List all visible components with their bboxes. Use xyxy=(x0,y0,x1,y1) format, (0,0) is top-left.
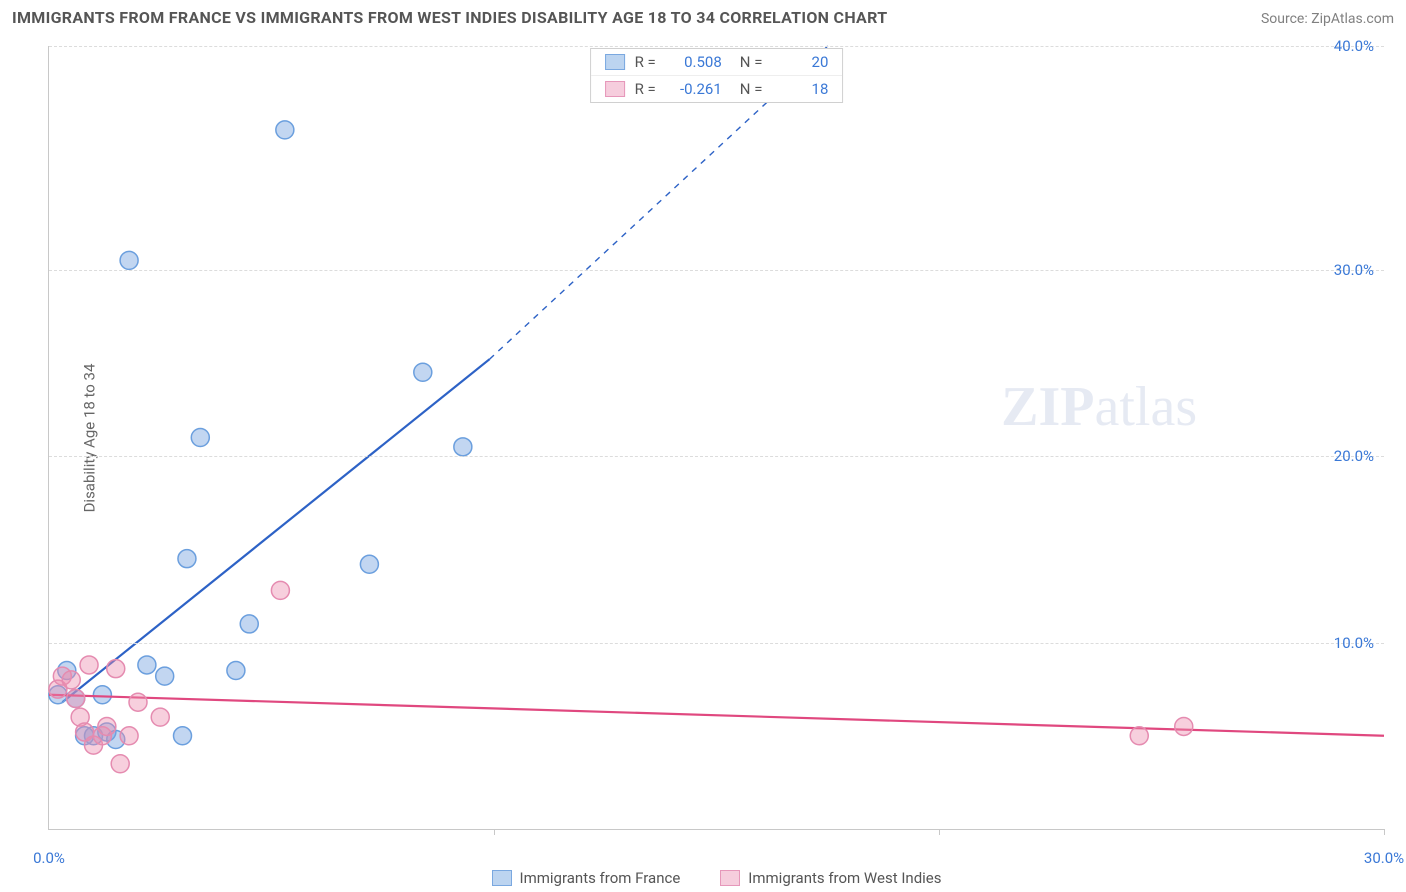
series-name: Immigrants from West Indies xyxy=(748,869,941,887)
y-tick-label: 10.0% xyxy=(1334,634,1374,652)
series-name: Immigrants from France xyxy=(520,869,681,887)
data-point xyxy=(98,717,116,735)
data-point xyxy=(414,363,432,381)
r-label: R = xyxy=(635,80,656,98)
plot-svg xyxy=(49,46,1384,829)
trendline xyxy=(62,359,489,702)
n-value: 18 xyxy=(772,80,828,98)
data-point xyxy=(271,581,289,599)
data-point xyxy=(276,121,294,139)
r-value: -0.261 xyxy=(666,80,722,98)
n-label: N = xyxy=(740,53,763,71)
series-legend-item: Immigrants from France xyxy=(492,869,681,887)
y-tick-label: 30.0% xyxy=(1334,261,1374,279)
y-tick-label: 40.0% xyxy=(1334,37,1374,55)
data-point xyxy=(107,660,125,678)
y-tick-label: 20.0% xyxy=(1334,447,1374,465)
data-point xyxy=(1130,727,1148,745)
data-point xyxy=(111,755,129,773)
r-label: R = xyxy=(635,53,656,71)
data-point xyxy=(240,615,258,633)
x-tick xyxy=(939,829,940,835)
legend-swatch xyxy=(720,870,740,886)
x-tick xyxy=(494,829,495,835)
data-point xyxy=(178,550,196,568)
data-point xyxy=(156,667,174,685)
data-point xyxy=(80,656,98,674)
gridline xyxy=(49,456,1384,457)
data-point xyxy=(120,727,138,745)
n-value: 20 xyxy=(772,53,828,71)
series-legend-item: Immigrants from West Indies xyxy=(720,869,941,887)
gridline xyxy=(49,643,1384,644)
data-point xyxy=(174,727,192,745)
legend-swatch xyxy=(605,54,625,70)
source-attribution: Source: ZipAtlas.com xyxy=(1261,11,1394,27)
data-point xyxy=(93,686,111,704)
chart-title: IMMIGRANTS FROM FRANCE VS IMMIGRANTS FRO… xyxy=(12,8,887,27)
data-point xyxy=(151,708,169,726)
data-point xyxy=(129,693,147,711)
data-point xyxy=(454,438,472,456)
data-point xyxy=(120,251,138,269)
correlation-legend-row: R = -0.261 N = 18 xyxy=(591,75,843,102)
legend-swatch xyxy=(492,870,512,886)
data-point xyxy=(1175,717,1193,735)
data-point xyxy=(191,429,209,447)
x-tick-label: 30.0% xyxy=(1364,849,1404,867)
data-point xyxy=(138,656,156,674)
data-point xyxy=(62,671,80,689)
chart-header: IMMIGRANTS FROM FRANCE VS IMMIGRANTS FRO… xyxy=(0,0,1406,31)
legend-swatch xyxy=(605,81,625,97)
series-legend: Immigrants from France Immigrants from We… xyxy=(492,869,942,887)
data-point xyxy=(360,555,378,573)
r-value: 0.508 xyxy=(666,53,722,71)
correlation-legend: R = 0.508 N = 20 R = -0.261 N = 18 xyxy=(590,48,844,103)
data-point xyxy=(227,662,245,680)
n-label: N = xyxy=(740,80,763,98)
scatter-chart: Disability Age 18 to 34 ZIPatlas R =0.50… xyxy=(48,46,1384,830)
x-tick-label: 0.0% xyxy=(33,849,65,867)
gridline xyxy=(49,270,1384,271)
correlation-legend-row: R = 0.508 N = 20 xyxy=(591,49,843,75)
data-point xyxy=(67,690,85,708)
gridline xyxy=(49,46,1384,47)
x-tick xyxy=(1384,829,1385,835)
